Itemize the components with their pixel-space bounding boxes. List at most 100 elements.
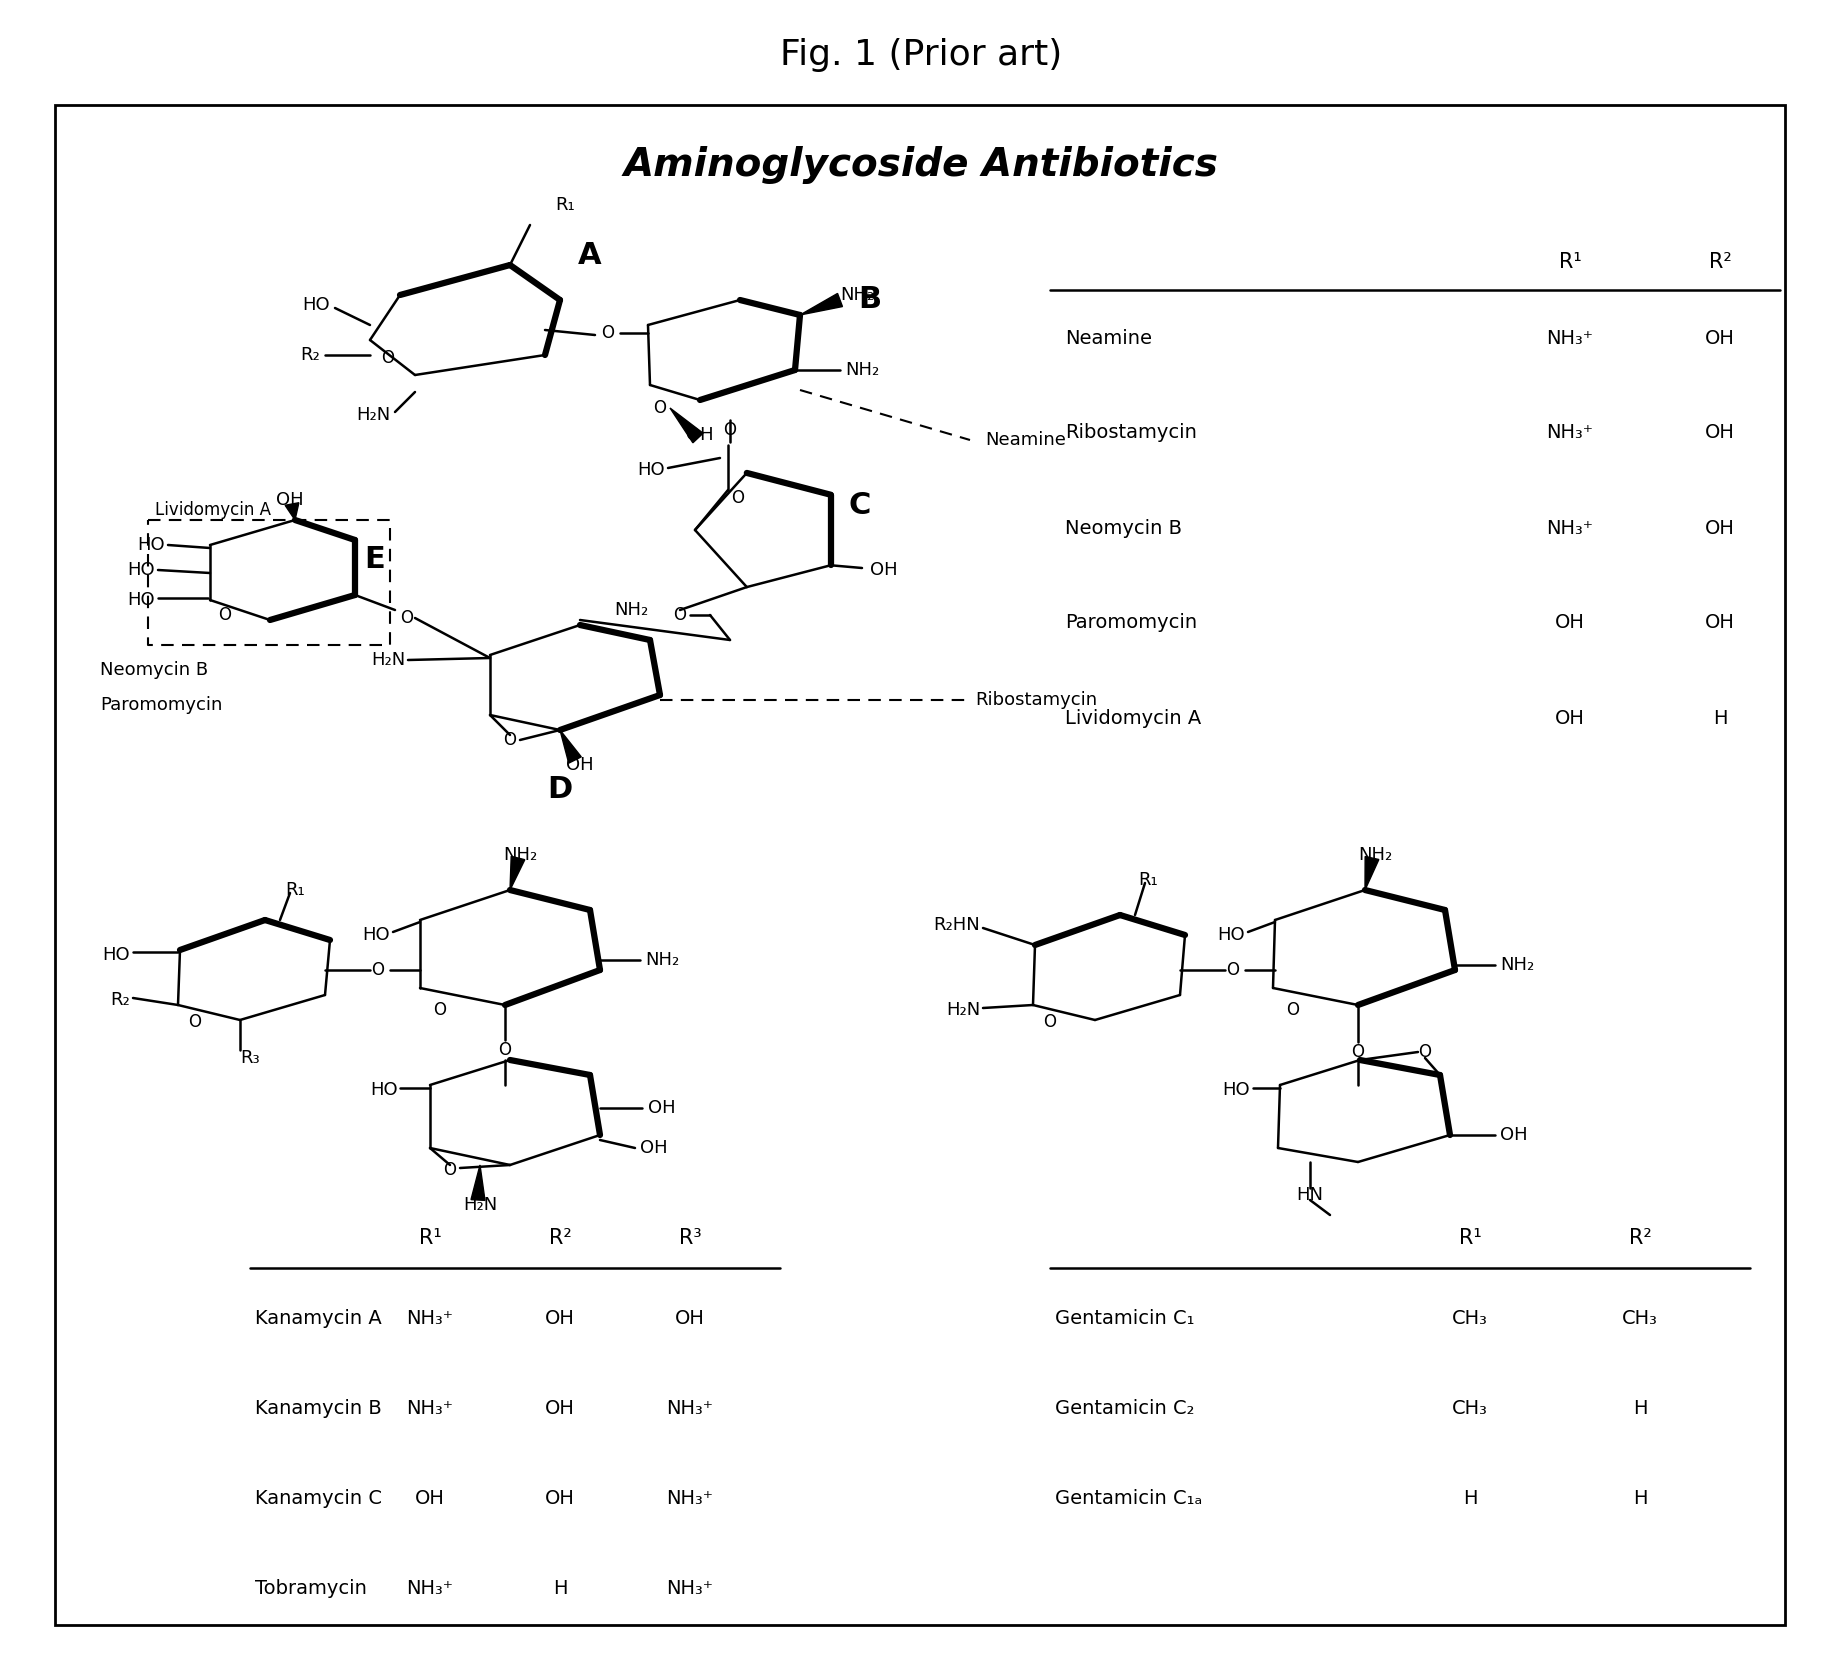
Text: R³: R³	[678, 1227, 702, 1249]
Text: OH: OH	[545, 1308, 575, 1328]
Text: Tobramycin: Tobramycin	[254, 1578, 367, 1598]
Text: O: O	[499, 1040, 512, 1059]
Text: NH₃⁺: NH₃⁺	[667, 1578, 713, 1598]
Text: HO: HO	[370, 1082, 398, 1098]
Text: H₂N: H₂N	[356, 405, 391, 423]
Text: NH₂: NH₂	[840, 286, 875, 304]
Text: Kanamycin C: Kanamycin C	[254, 1489, 381, 1507]
Text: OH: OH	[276, 491, 304, 509]
Text: CH₃: CH₃	[1451, 1399, 1488, 1417]
Polygon shape	[799, 293, 842, 314]
Text: OH: OH	[545, 1399, 575, 1417]
Text: R₁: R₁	[286, 882, 306, 900]
Text: OH: OH	[1555, 614, 1584, 632]
Text: O: O	[1044, 1012, 1057, 1030]
Text: O: O	[503, 731, 516, 749]
Text: OH: OH	[687, 427, 715, 443]
Text: Neomycin B: Neomycin B	[99, 662, 208, 680]
Text: H: H	[1463, 1489, 1477, 1507]
Text: H₂N: H₂N	[462, 1196, 497, 1214]
Text: Ribostamycin: Ribostamycin	[974, 691, 1098, 710]
Text: O: O	[1227, 961, 1240, 979]
Text: Kanamycin A: Kanamycin A	[254, 1308, 381, 1328]
Text: HN: HN	[1297, 1186, 1324, 1204]
Text: HO: HO	[302, 296, 330, 314]
Text: NH₂: NH₂	[1358, 845, 1393, 863]
Text: R¹: R¹	[418, 1227, 442, 1249]
Text: Kanamycin B: Kanamycin B	[254, 1399, 381, 1417]
Text: Paromomycin: Paromomycin	[1065, 614, 1197, 632]
Polygon shape	[510, 857, 525, 890]
Text: O: O	[1418, 1044, 1431, 1060]
Text: O: O	[674, 605, 687, 624]
Text: NH₂: NH₂	[645, 951, 680, 969]
Text: O: O	[400, 609, 413, 627]
Text: OH: OH	[648, 1098, 676, 1116]
Text: HO: HO	[103, 946, 131, 964]
Text: R₁: R₁	[554, 197, 575, 213]
Text: R¹: R¹	[1558, 251, 1582, 271]
Text: NH₃⁺: NH₃⁺	[407, 1399, 453, 1417]
Text: O: O	[1286, 1001, 1299, 1019]
Text: OH: OH	[674, 1308, 705, 1328]
Text: OH: OH	[869, 561, 897, 579]
Text: R²: R²	[1709, 251, 1731, 271]
Text: HO: HO	[127, 590, 155, 609]
Text: OH: OH	[565, 756, 593, 774]
Text: R²: R²	[1628, 1227, 1652, 1249]
Text: H: H	[1632, 1399, 1647, 1417]
Text: NH₃⁺: NH₃⁺	[667, 1489, 713, 1507]
Polygon shape	[670, 409, 704, 443]
Text: HO: HO	[1218, 926, 1245, 944]
Text: OH: OH	[545, 1489, 575, 1507]
Text: Gentamicin C₁ₐ: Gentamicin C₁ₐ	[1055, 1489, 1203, 1507]
Text: Aminoglycoside Antibiotics: Aminoglycoside Antibiotics	[624, 146, 1218, 184]
Text: OH: OH	[414, 1489, 446, 1507]
Text: O: O	[602, 324, 615, 342]
Text: NH₃⁺: NH₃⁺	[1547, 518, 1593, 538]
Text: O: O	[381, 349, 394, 367]
Text: Lividomycin A: Lividomycin A	[155, 501, 271, 519]
Text: NH₂: NH₂	[613, 600, 648, 619]
Text: O: O	[724, 422, 737, 438]
Text: O: O	[731, 490, 744, 508]
Text: NH₃⁺: NH₃⁺	[1547, 329, 1593, 347]
Text: Gentamicin C₁: Gentamicin C₁	[1055, 1308, 1194, 1328]
Text: HO: HO	[138, 536, 166, 554]
Text: O: O	[433, 1001, 446, 1019]
Text: NH₂: NH₂	[503, 845, 538, 863]
Text: D: D	[547, 776, 573, 804]
Polygon shape	[472, 1164, 484, 1201]
Text: H: H	[553, 1578, 567, 1598]
Text: NH₃⁺: NH₃⁺	[407, 1308, 453, 1328]
Text: H: H	[1632, 1489, 1647, 1507]
Text: Fig. 1 (Prior art): Fig. 1 (Prior art)	[779, 38, 1063, 73]
Text: O: O	[444, 1161, 457, 1179]
Text: NH₃⁺: NH₃⁺	[1547, 423, 1593, 443]
Text: Ribostamycin: Ribostamycin	[1065, 423, 1197, 443]
Text: OH: OH	[1706, 614, 1735, 632]
Text: NH₂: NH₂	[1499, 956, 1534, 974]
Text: R₂HN: R₂HN	[934, 916, 980, 935]
Text: C: C	[849, 491, 871, 519]
Text: A: A	[578, 240, 602, 270]
Text: OH: OH	[1706, 423, 1735, 443]
Text: NH₃⁺: NH₃⁺	[667, 1399, 713, 1417]
Text: O: O	[219, 605, 232, 624]
Polygon shape	[286, 503, 298, 519]
Text: HO: HO	[1223, 1082, 1251, 1098]
Text: H₂N: H₂N	[945, 1001, 980, 1019]
Text: Neamine: Neamine	[1065, 329, 1151, 347]
Text: OH: OH	[1706, 329, 1735, 347]
Text: E: E	[365, 546, 385, 574]
Text: O: O	[188, 1012, 201, 1030]
Text: CH₃: CH₃	[1451, 1308, 1488, 1328]
Text: HO: HO	[127, 561, 155, 579]
Text: OH: OH	[1555, 708, 1584, 728]
Text: R²: R²	[549, 1227, 571, 1249]
Text: OH: OH	[639, 1140, 667, 1158]
Text: O: O	[372, 961, 385, 979]
Polygon shape	[560, 729, 582, 762]
Text: Neomycin B: Neomycin B	[1065, 518, 1183, 538]
Text: B: B	[858, 286, 882, 314]
